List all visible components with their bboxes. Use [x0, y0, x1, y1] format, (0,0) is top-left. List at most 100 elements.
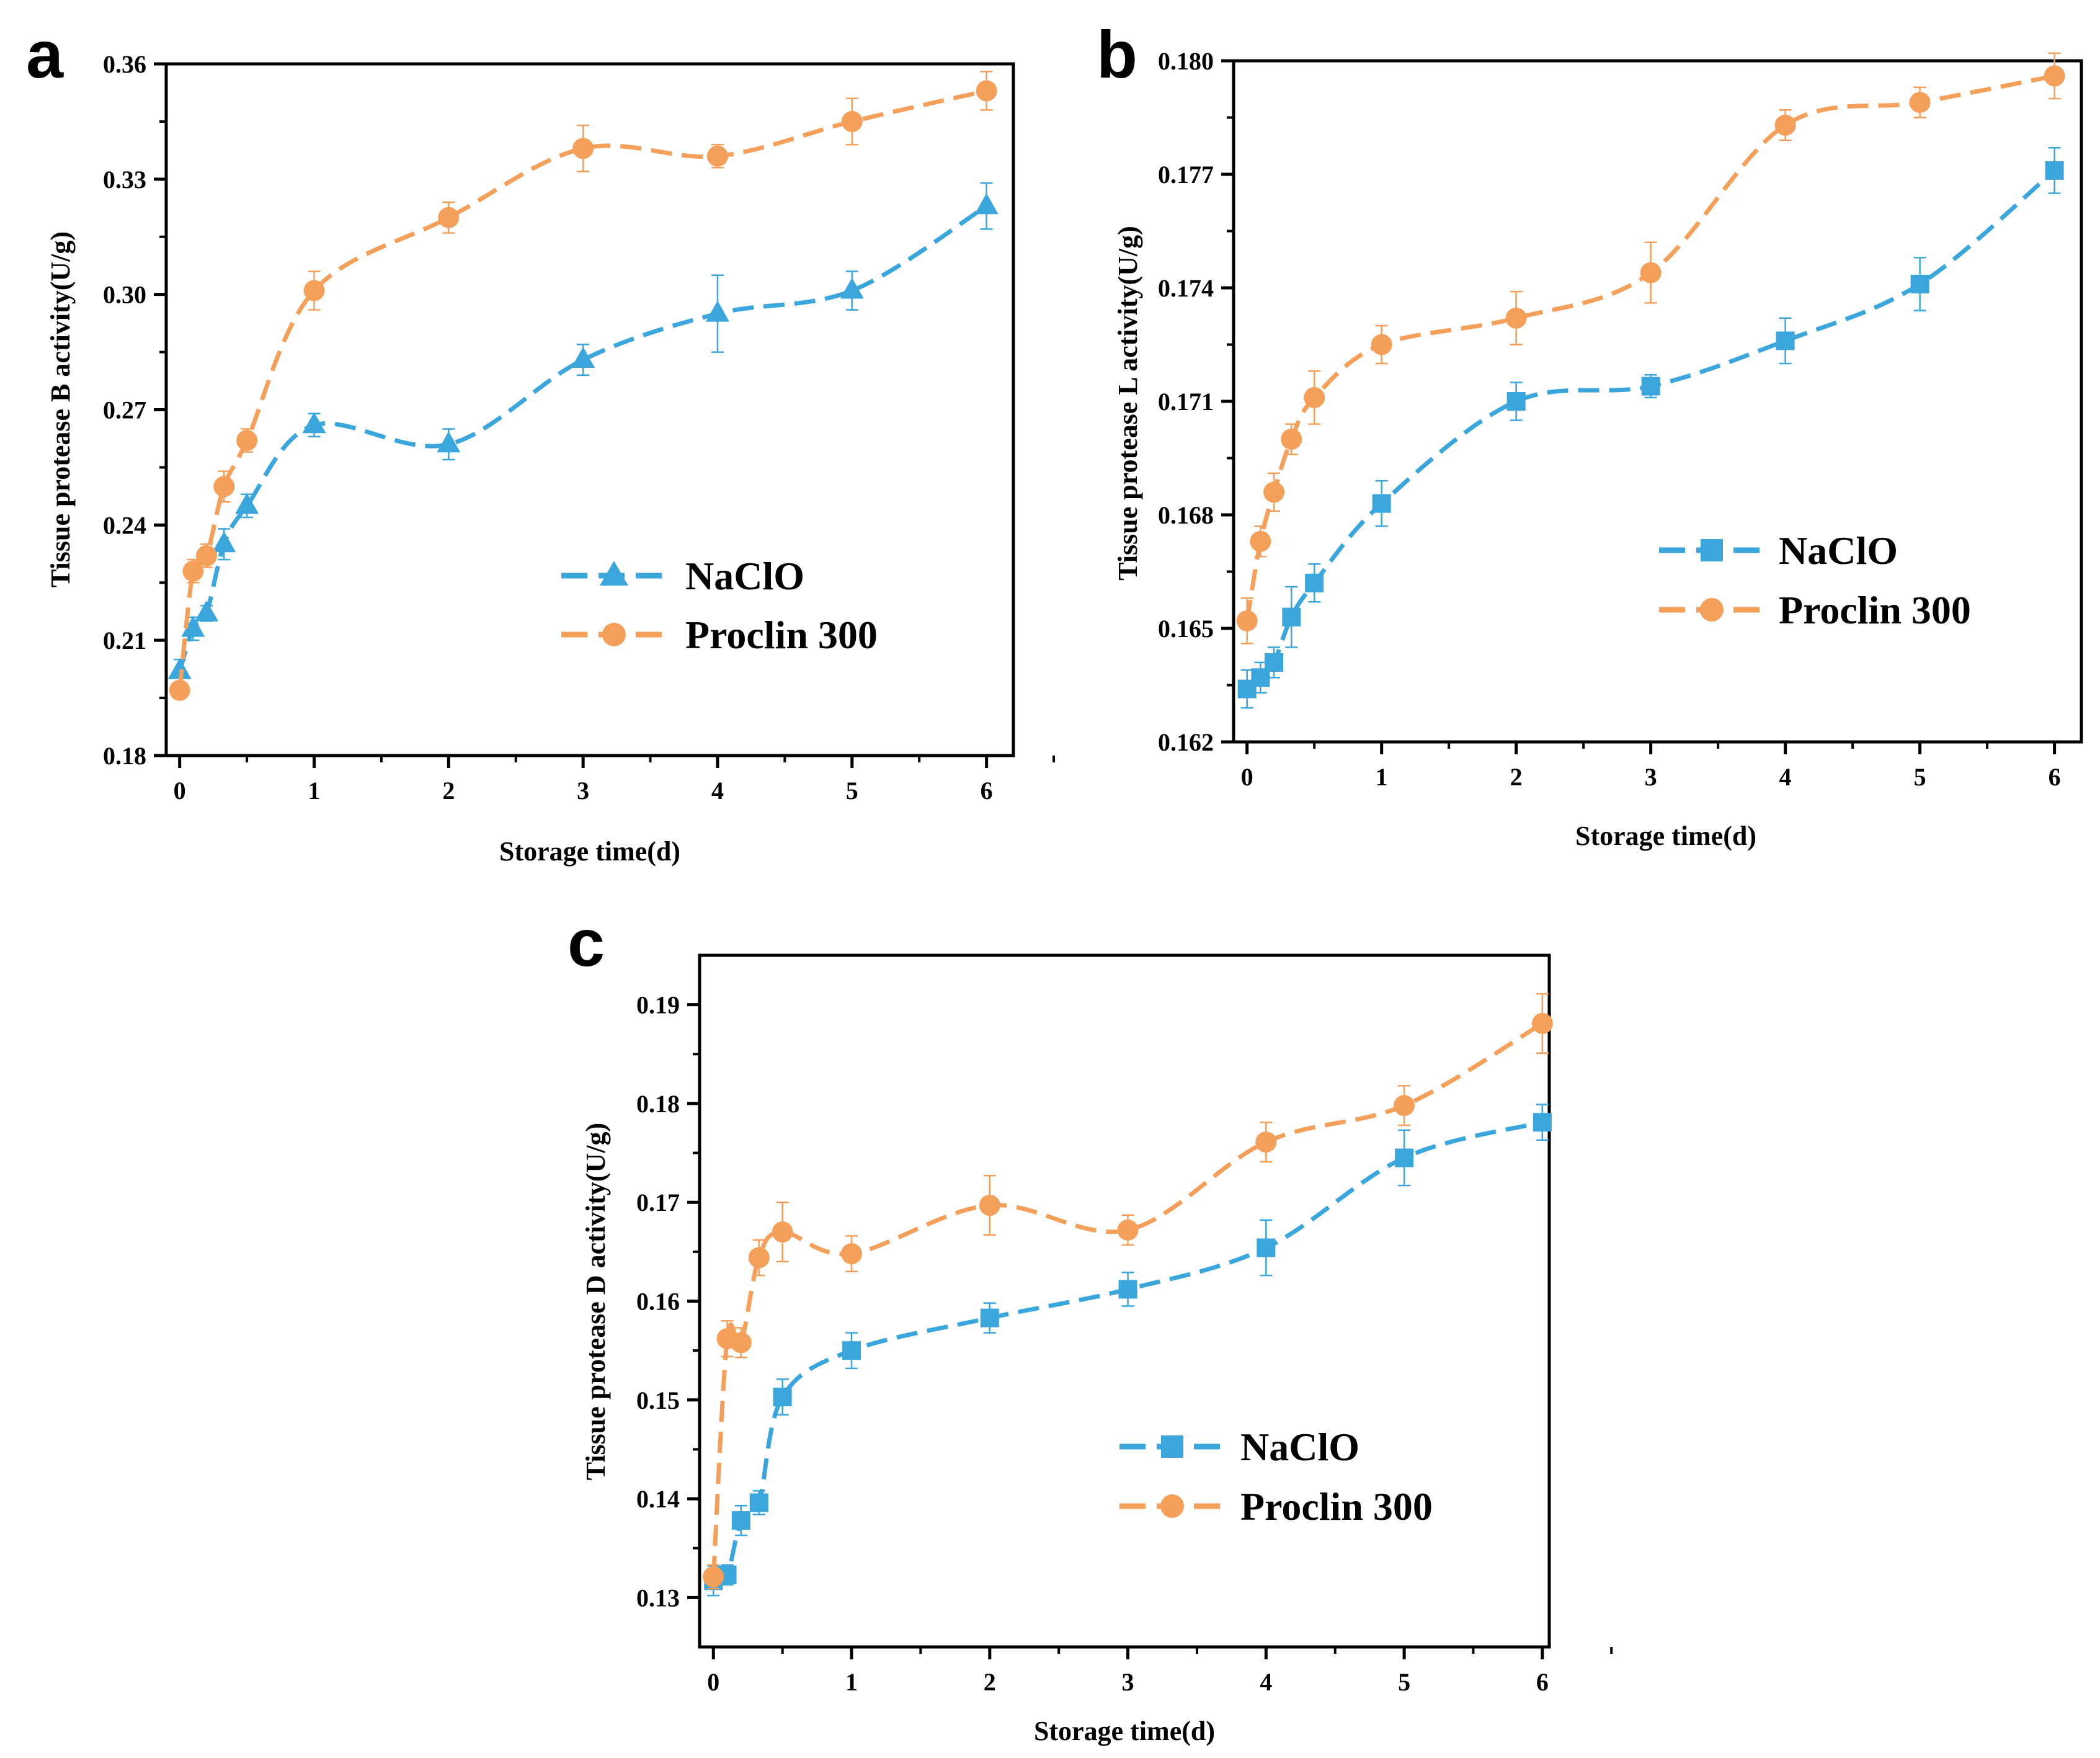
data-point [772, 1221, 793, 1243]
y-tick-label: 0.33 [103, 166, 146, 194]
x-tick-label: 2 [442, 777, 455, 805]
data-point [703, 1566, 724, 1587]
data-point [1236, 610, 1258, 631]
data-point [1263, 481, 1285, 503]
x-tick-label: 2 [1510, 763, 1523, 791]
data-point [979, 1194, 1000, 1216]
y-tick-label: 0.36 [103, 50, 146, 78]
data-point [976, 80, 997, 102]
x-tick-label: 1 [308, 777, 321, 805]
legend-marker-proclin [1700, 598, 1724, 622]
y-tick-label: 0.30 [103, 281, 146, 309]
axis-ticks [154, 62, 1056, 768]
data-point [1640, 262, 1662, 283]
x-axis-label: Storage time(d) [1034, 1716, 1215, 1746]
data-point [1776, 331, 1795, 350]
y-tick-label: 0.15 [636, 1386, 680, 1414]
panel-b: b 0 1 2 3 4 5 60.1620.1650.1680.1710.1740.1770… [1097, 17, 2083, 851]
data-point [571, 346, 595, 368]
x-axis-label: Storage time(d) [1575, 821, 1756, 851]
data-point [2044, 65, 2065, 87]
series-line [177, 204, 988, 672]
legend-marker-proclin [602, 623, 626, 646]
data-point [1394, 1095, 1415, 1117]
data-point [1118, 1280, 1137, 1299]
data-point [749, 1493, 768, 1512]
x-tick-label: 1 [845, 1668, 858, 1696]
y-tick-label: 0.177 [1158, 161, 1214, 189]
data-point [196, 545, 218, 566]
data-point [1909, 92, 1931, 114]
y-tick-label: 0.18 [636, 1090, 680, 1118]
y-tick-label: 0.27 [103, 396, 146, 424]
y-tick-label: 0.19 [636, 991, 680, 1019]
data-point [167, 658, 192, 679]
data-point [1305, 573, 1324, 592]
data-point [1531, 1012, 1553, 1034]
series-layer [1236, 52, 2065, 709]
data-point [980, 1308, 999, 1327]
data-point [235, 493, 259, 514]
panel-a-letter: a [26, 17, 64, 92]
data-point [1505, 307, 1527, 329]
x-axis-label: Storage time(d) [499, 836, 680, 867]
data-point [840, 277, 864, 299]
data-point [1255, 1131, 1277, 1153]
y-tick-label: 0.180 [1158, 47, 1214, 75]
y-tick-label: 0.162 [1158, 728, 1214, 756]
series-line [177, 88, 987, 691]
data-point [841, 1243, 863, 1265]
panel-b-letter: b [1097, 17, 1137, 92]
legend: NaClO Proclin 300 [1659, 529, 1971, 632]
data-point [2045, 161, 2064, 180]
y-tick-label: 0.21 [103, 627, 146, 654]
data-point [1641, 377, 1660, 396]
data-point [1910, 274, 1929, 293]
x-tick-label: 6 [2049, 763, 2061, 791]
series-line [1245, 73, 2055, 622]
axis-ticks [1221, 59, 2057, 754]
data-point [302, 412, 326, 434]
x-tick-label: 0 [1241, 763, 1253, 791]
x-tick-label: 6 [981, 777, 993, 805]
data-point [1282, 607, 1301, 627]
y-tick-label: 0.14 [636, 1485, 680, 1513]
data-point [1304, 386, 1325, 408]
y-axis-label: Tissue protease B activity(U/g) [45, 231, 76, 587]
data-point [212, 531, 236, 553]
plot-frame [164, 62, 1015, 757]
data-point [437, 431, 461, 453]
x-tick-label: 4 [1779, 763, 1792, 791]
data-point [730, 1332, 752, 1354]
data-point [748, 1247, 770, 1269]
legend-label-naclo: NaClO [1240, 1425, 1359, 1469]
x-tick-label: 0 [707, 1668, 719, 1696]
data-point [1533, 1113, 1552, 1132]
x-tick-label: 0 [174, 777, 186, 805]
y-tick-label: 0.13 [636, 1584, 680, 1612]
data-point [842, 1341, 861, 1360]
legend-label-proclin: Proclin 300 [1779, 588, 1971, 632]
x-tick-label: 3 [1645, 763, 1657, 791]
data-point [1506, 392, 1526, 411]
data-point [169, 679, 190, 701]
y-tick-label: 0.168 [1158, 501, 1214, 529]
data-point [1257, 1238, 1276, 1257]
data-point [1774, 114, 1796, 136]
data-point [1117, 1219, 1139, 1241]
data-point [731, 1511, 750, 1530]
x-tick-label: 4 [711, 777, 724, 805]
plot-frame [1232, 59, 2083, 744]
legend-label-proclin: Proclin 300 [685, 613, 878, 657]
series-layer [703, 993, 1553, 1597]
data-point [1395, 1148, 1414, 1167]
x-tick-label: 5 [846, 777, 858, 805]
legend-marker-naclo [1701, 539, 1723, 561]
data-point [705, 300, 729, 322]
data-point [1265, 653, 1284, 672]
tick-labels: 0 1 2 3 4 5 6 0.162 0.165 0.168 0.171 0.174 0.177 0.1… [1158, 47, 2061, 791]
legend-marker-naclo [1161, 1435, 1183, 1458]
tick-labels: 0 1 2 3 4 5 6 0.18 0.21 0.24 0.27 0.30 0.33 0.36 [103, 50, 993, 805]
panel-c-letter: c [567, 905, 605, 980]
legend: NaClO Proclin 300 [1119, 1425, 1433, 1528]
